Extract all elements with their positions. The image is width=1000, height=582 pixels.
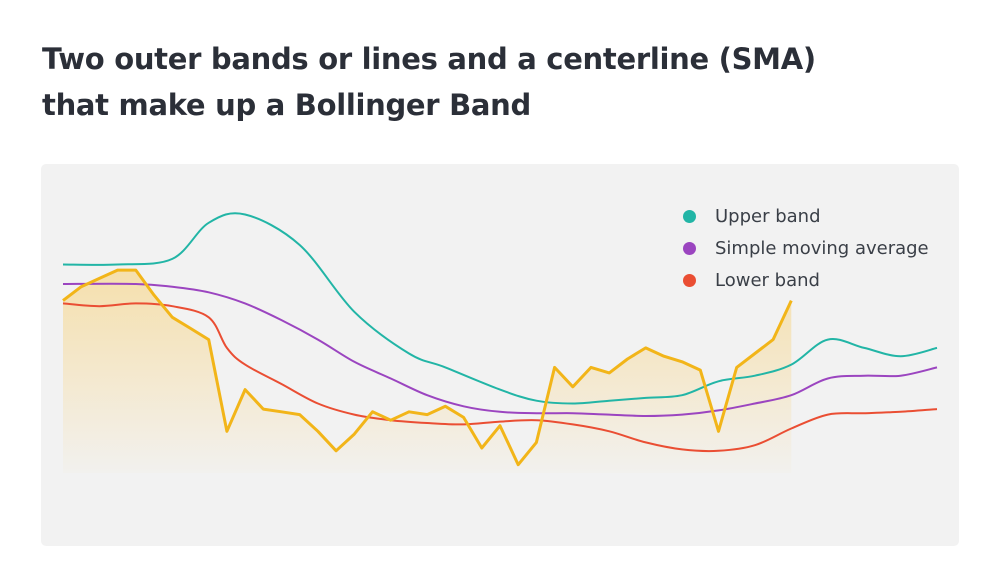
lower-band-line [62,302,938,453]
legend-label-upper-band: Upper band [715,205,821,227]
chart-title-line-1: Two outer bands or lines and a centerlin… [42,42,816,76]
legend-label-sma: Simple moving average [715,237,929,259]
chart-title: Two outer bands or lines and a centerlin… [42,36,942,128]
legend: Upper band Simple moving average Lower b… [683,200,929,296]
price-line [62,268,793,467]
legend-item-sma: Simple moving average [683,232,929,264]
upper-band-line [62,212,938,405]
chart-title-line-2: that make up a Bollinger Band [42,88,531,122]
sma-line [62,282,938,417]
legend-label-lower-band: Lower band [715,269,820,291]
price-area-fill [63,270,792,473]
legend-swatch-lower-band [683,273,696,287]
legend-item-lower-band: Lower band [683,264,929,296]
legend-item-upper-band: Upper band [683,200,929,232]
plot-area [62,212,938,473]
legend-swatch-sma [683,241,696,255]
legend-swatch-upper-band [683,209,696,223]
